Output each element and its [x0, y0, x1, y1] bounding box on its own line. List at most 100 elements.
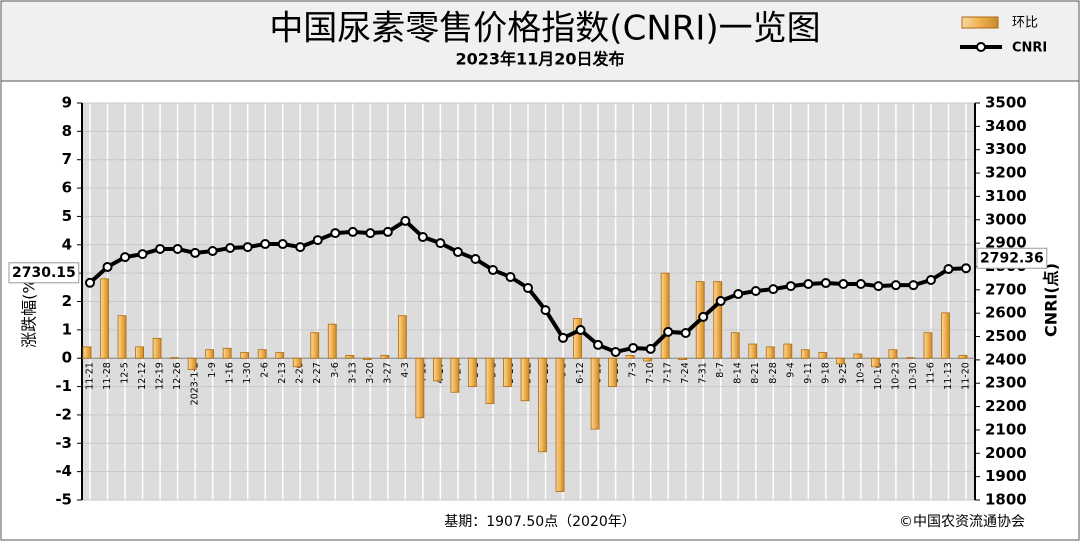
bar: [345, 354, 355, 359]
x-tick-label: 3-20: [365, 362, 376, 384]
y2-tick-label: 3100: [985, 187, 1027, 205]
bar: [117, 315, 127, 359]
x-tick-label: 1-16: [225, 362, 236, 384]
bar: [205, 349, 215, 359]
y2-tick-label: 2900: [985, 234, 1027, 252]
y2-tick-label: 2100: [985, 420, 1027, 438]
bar: [713, 281, 723, 359]
y-tick-label: 1: [62, 320, 72, 338]
bar: [748, 343, 758, 359]
bar: [871, 357, 880, 368]
y2-tick-label: 3000: [985, 210, 1027, 228]
bar: [625, 354, 635, 359]
cnri-point: [750, 285, 761, 296]
cnri-point: [733, 289, 744, 300]
x-tick-label: 10-16: [873, 362, 884, 390]
cnri-point: [295, 242, 306, 253]
y2-tick-label: 2600: [985, 304, 1027, 322]
value-label: 2792.36: [980, 250, 1044, 266]
x-tick-label: 9-4: [785, 362, 796, 378]
y-tick-label: 8: [62, 122, 72, 140]
cnri-point: [715, 296, 726, 307]
chart-subtitle: 2023年11月20日发布: [455, 50, 624, 69]
bar: [608, 357, 617, 387]
legend-label: 环比: [1012, 16, 1038, 31]
x-tick-label: 2-6: [260, 362, 271, 378]
x-tick-label: 7-24: [680, 362, 691, 384]
x-tick-label: 12-12: [137, 362, 148, 390]
value-label-box: [8, 262, 80, 284]
legend-swatch-marker: [976, 42, 986, 52]
header: [0, 0, 1080, 82]
cnri-point: [85, 277, 95, 288]
cnri-point: [523, 282, 533, 293]
cnri-point: [540, 305, 551, 316]
bar: [310, 332, 320, 359]
bar: [135, 346, 144, 359]
y2-tick-label: 3400: [985, 117, 1027, 135]
y-tick-label: 2: [62, 292, 72, 310]
y2-tick-label: 2200: [985, 397, 1027, 415]
cnri-point: [172, 243, 183, 254]
cnri-point: [190, 247, 201, 258]
cnri-point: [873, 281, 884, 292]
cnri-point: [628, 342, 639, 353]
y2-tick-label: 3500: [985, 94, 1027, 112]
cnri-point: [312, 235, 323, 246]
x-tick-label: 11-6: [925, 362, 936, 384]
x-tick-label: 9-25: [838, 362, 849, 384]
y2-tick-label: 3300: [985, 140, 1027, 158]
cnri-point: [260, 239, 271, 250]
x-tick-label: 2-13: [277, 362, 288, 384]
cnri-point: [838, 278, 849, 289]
cnri-point: [925, 275, 936, 286]
source: ©中国农资流通协会: [899, 514, 1025, 530]
bar: [380, 354, 390, 359]
cnri-point: [277, 239, 288, 250]
bar: [222, 347, 232, 359]
y-tick-label: -2: [55, 405, 72, 423]
bar: [538, 357, 547, 453]
cnri-point: [943, 264, 954, 275]
y2-tick-label: 2500: [985, 327, 1027, 345]
cnri-point: [698, 311, 709, 322]
value-label-box: [976, 247, 1048, 269]
legend-label: CNRI: [1012, 41, 1047, 56]
x-tick-label: 9-11: [803, 362, 814, 384]
bar: [100, 278, 109, 359]
y-tick-label: 0: [62, 349, 72, 367]
bar: [275, 352, 285, 359]
bar: [187, 357, 197, 370]
x-tick-label: 12-26: [172, 362, 183, 390]
bar: [660, 272, 670, 359]
cnri-point: [803, 278, 814, 289]
bar: [678, 357, 688, 361]
x-tick-label: 7-17: [663, 362, 674, 384]
bar: [941, 312, 950, 359]
x-tick-label: 8-21: [750, 362, 761, 384]
x-tick-label: 12-19: [155, 362, 166, 390]
bar: [450, 357, 460, 393]
bar: [800, 349, 810, 359]
cnri-point: [382, 226, 393, 237]
bar: [240, 352, 250, 359]
cnri-point: [908, 280, 919, 291]
cnri-point: [890, 280, 901, 291]
cnri-point: [768, 284, 779, 295]
x-tick-label: 8-14: [733, 362, 744, 384]
bar: [257, 349, 267, 359]
bar: [783, 343, 793, 359]
bar: [152, 337, 162, 359]
cnri-point: [225, 243, 236, 254]
cnri-point: [400, 215, 411, 226]
cnri-point: [680, 328, 691, 339]
cnri-point: [417, 232, 428, 243]
x-tick-label: 2-27: [312, 362, 323, 384]
x-tick-label: 3-27: [382, 362, 393, 384]
x-tick-label: 6-12: [575, 362, 586, 384]
cnri-point: [505, 271, 516, 282]
x-tick-label: 2023-1-2: [190, 362, 201, 405]
y-tick-label: 9: [62, 94, 72, 112]
bar: [906, 357, 915, 359]
